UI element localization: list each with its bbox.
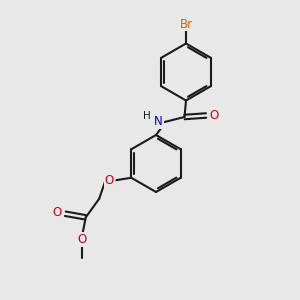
Text: O: O xyxy=(52,206,62,219)
Text: H: H xyxy=(143,111,151,121)
Text: Br: Br xyxy=(179,17,193,31)
Text: O: O xyxy=(105,174,114,187)
Text: O: O xyxy=(77,233,87,246)
Text: N: N xyxy=(154,115,163,128)
Text: O: O xyxy=(210,109,219,122)
